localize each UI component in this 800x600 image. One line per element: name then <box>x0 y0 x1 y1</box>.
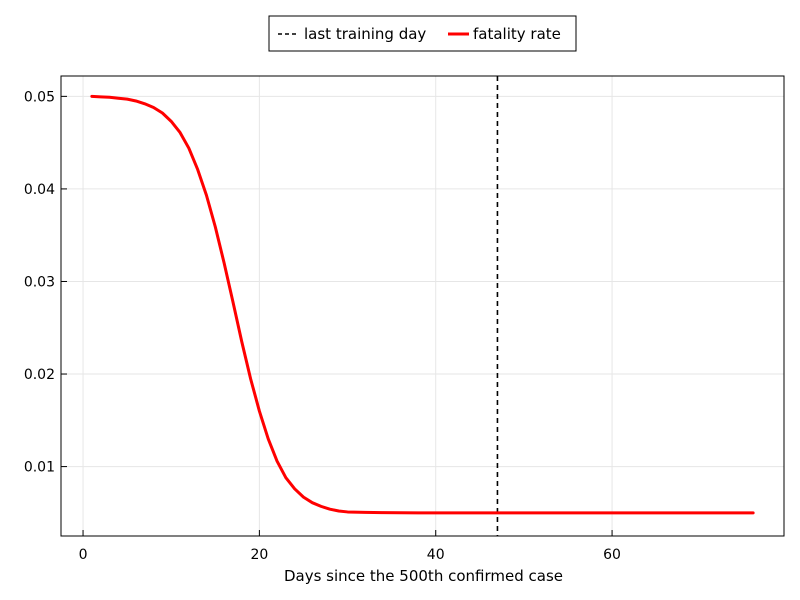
grid-lines <box>61 76 784 536</box>
legend-label-fatality-rate: fatality rate <box>473 25 561 43</box>
y-tick-label: 0.02 <box>24 367 55 383</box>
x-tick-label: 40 <box>427 547 445 563</box>
legend: last training day fatality rate <box>268 15 577 52</box>
fatality-rate-line <box>90 94 755 515</box>
series-layer <box>90 76 755 536</box>
x-tick-label: 60 <box>603 547 621 563</box>
x-tick-label: 20 <box>250 547 268 563</box>
legend-box <box>268 15 577 52</box>
plot-frame <box>60 75 785 537</box>
x-tick-label: 0 <box>79 547 88 563</box>
legend-label-last-training-day: last training day <box>304 25 426 43</box>
x-axis-title: Days since the 500th confirmed case <box>284 567 563 585</box>
tick-labels: 0 20 40 60 0.01 0.02 0.03 0.04 0.05 <box>24 89 621 563</box>
y-tick-label: 0.03 <box>24 274 55 290</box>
y-tick-label: 0.05 <box>24 89 55 105</box>
y-tick-label: 0.04 <box>24 182 55 198</box>
y-tick-label: 0.01 <box>24 460 55 476</box>
